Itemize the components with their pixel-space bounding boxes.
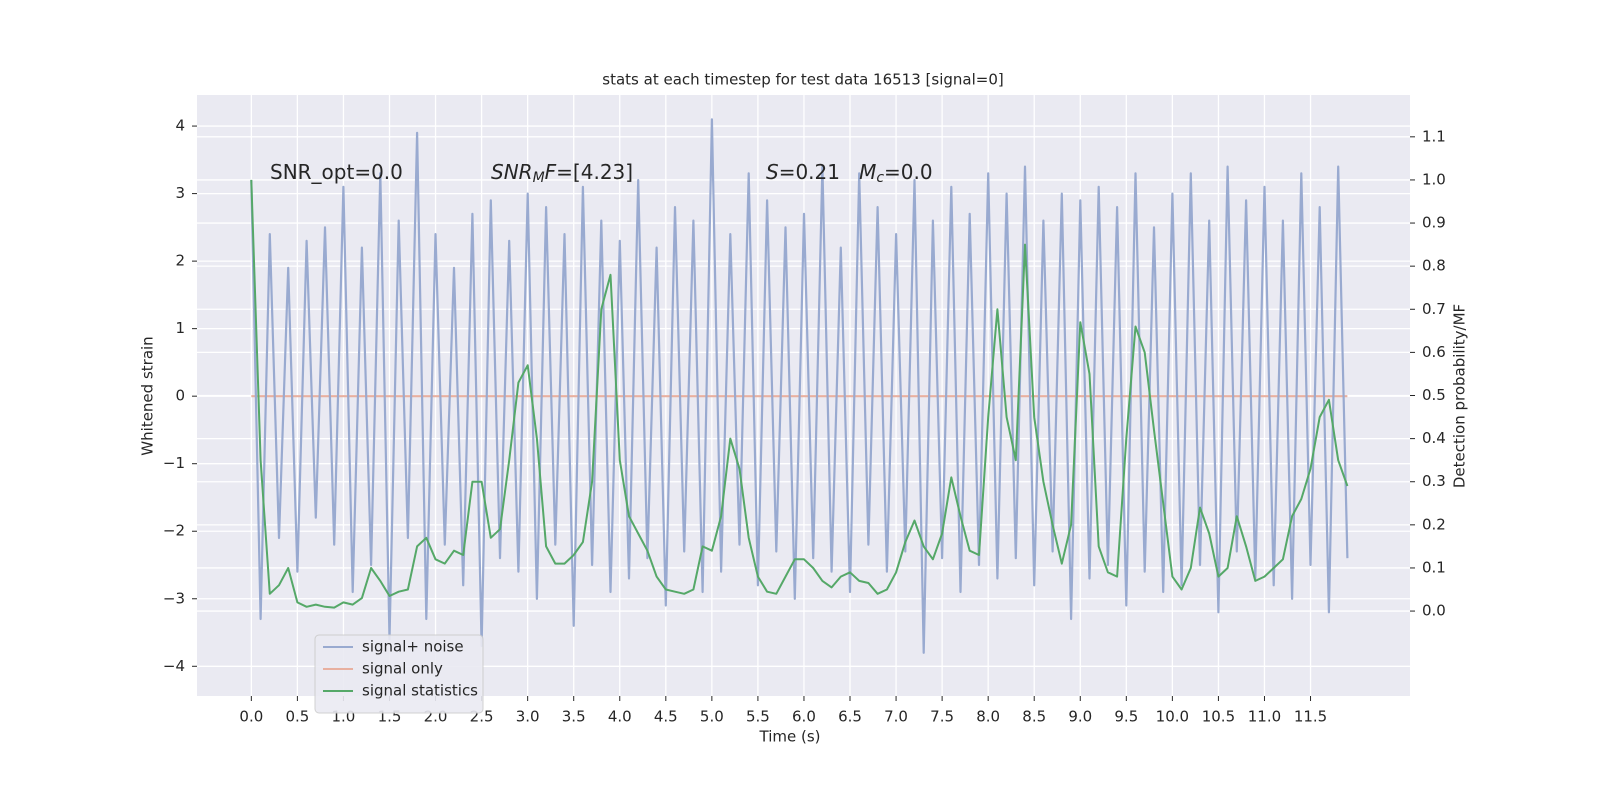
annotation: S=0.21 Mc=0.0 — [766, 160, 933, 187]
x-tick-label: 3.0 — [516, 708, 540, 726]
annotation-part: =0.21 — [779, 160, 859, 184]
y-tick-label: 0 — [175, 387, 185, 405]
y2-tick-label: 0.3 — [1422, 472, 1446, 490]
legend-label: signal statistics — [362, 682, 478, 700]
x-tick-label: 11.0 — [1248, 708, 1281, 726]
x-tick-label: 11.5 — [1294, 708, 1327, 726]
x-tick-label: 6.0 — [792, 708, 816, 726]
x-tick-label: 5.5 — [746, 708, 770, 726]
y-tick-label: 4 — [175, 117, 185, 135]
annotation-part: S — [766, 160, 779, 184]
y2-tick-label: 0.8 — [1422, 257, 1446, 275]
y2-tick-label: 0.4 — [1422, 429, 1446, 447]
y-tick-label: 2 — [175, 252, 185, 270]
x-tick-label: 0.0 — [239, 708, 263, 726]
y-tick-label: −1 — [163, 454, 185, 472]
y-tick-label: −4 — [163, 657, 185, 675]
x-tick-label: 4.0 — [608, 708, 632, 726]
y-tick-label: 3 — [175, 184, 185, 202]
legend-box — [314, 634, 484, 714]
x-axis-label: Time (s) — [759, 728, 821, 746]
y2-tick-label: 0.5 — [1422, 386, 1446, 404]
y-tick-label: −2 — [163, 522, 185, 540]
annotation-part: SNR — [491, 160, 533, 184]
x-tick-label: 5.0 — [700, 708, 724, 726]
marks — [250, 118, 1349, 654]
y2-tick-label: 0.7 — [1422, 300, 1446, 318]
x-tick-label: 8.0 — [976, 708, 1000, 726]
y2-tick-label: 0.1 — [1422, 558, 1446, 576]
y2-axis-label: Detection probability/MF — [1451, 304, 1469, 488]
x-tick-label: 9.0 — [1068, 708, 1092, 726]
x-tick-label: 0.5 — [285, 708, 309, 726]
y2-tick-label: 0.2 — [1422, 515, 1446, 533]
y2-tick-label: 0.0 — [1422, 602, 1446, 620]
x-tick-label: 3.5 — [562, 708, 586, 726]
annotation-part: F — [545, 160, 557, 184]
legend-label: signal+ noise — [362, 638, 464, 656]
annotation-part: c — [876, 170, 884, 186]
x-tick-label: 7.0 — [884, 708, 908, 726]
y2-tick-label: 1.0 — [1422, 170, 1446, 188]
y2-tick-label: 0.9 — [1422, 214, 1446, 232]
x-tick-label: 8.5 — [1022, 708, 1046, 726]
annotation-part: M — [859, 160, 876, 184]
annotation-part: M — [533, 170, 545, 186]
y2-tick-label: 0.6 — [1422, 343, 1446, 361]
series-line — [250, 118, 1349, 654]
x-tick-label: 6.5 — [838, 708, 862, 726]
y-tick-label: −3 — [163, 589, 185, 607]
x-tick-label: 9.5 — [1114, 708, 1138, 726]
y-axis-label: Whitened strain — [139, 336, 157, 455]
annotation: SNR_opt=0.0 — [270, 160, 403, 184]
y-tick-label: 1 — [175, 319, 185, 337]
annotation-part: SNR_opt=0.0 — [270, 160, 403, 184]
annotation-part: =0.0 — [884, 160, 933, 184]
y2-tick-label: 1.1 — [1422, 127, 1446, 145]
series-line — [250, 179, 1349, 609]
x-tick-label: 10.5 — [1202, 708, 1235, 726]
legend-label: signal only — [362, 660, 443, 678]
x-tick-label: 10.0 — [1156, 708, 1189, 726]
labels: 0.0 0.5 1.0 1.5 2.0 2.5 3.0 3.5 4.0 4.5 5.0 5.5 6.0 6… — [163, 117, 1446, 726]
x-tick-label: 4.5 — [654, 708, 678, 726]
annotation: SNRMF=[4.23] — [491, 160, 633, 187]
annotation-part: =[4.23] — [556, 160, 633, 184]
x-tick-label: 7.5 — [930, 708, 954, 726]
chart-title: stats at each timestep for test data 165… — [602, 71, 1003, 89]
